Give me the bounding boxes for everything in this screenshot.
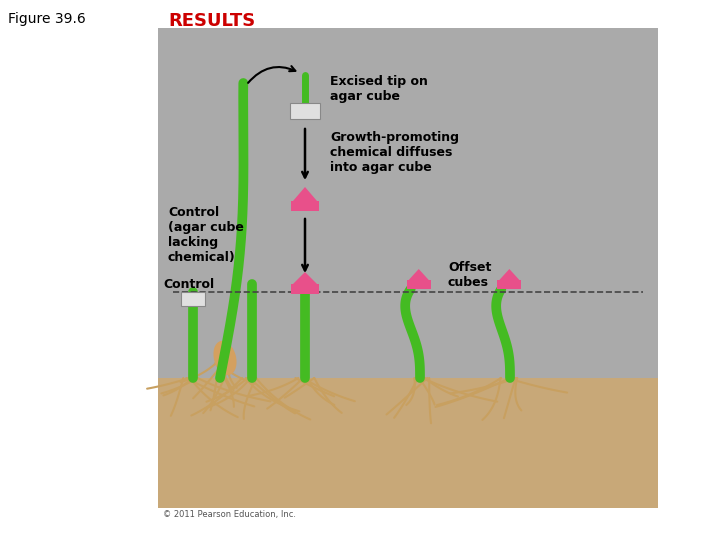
Text: Offset
cubes: Offset cubes xyxy=(448,261,491,289)
FancyBboxPatch shape xyxy=(291,201,319,211)
Ellipse shape xyxy=(213,341,237,375)
Text: Figure 39.6: Figure 39.6 xyxy=(8,12,86,26)
Polygon shape xyxy=(293,187,317,201)
Text: Excised tip on
agar cube: Excised tip on agar cube xyxy=(330,75,428,103)
Bar xyxy=(158,378,658,508)
FancyBboxPatch shape xyxy=(407,280,431,289)
Bar xyxy=(158,28,658,508)
FancyBboxPatch shape xyxy=(290,103,320,119)
Polygon shape xyxy=(500,269,519,280)
FancyBboxPatch shape xyxy=(291,284,319,294)
FancyBboxPatch shape xyxy=(181,292,205,306)
Text: Growth-promoting
chemical diffuses
into agar cube: Growth-promoting chemical diffuses into … xyxy=(330,131,459,174)
Text: Control
(agar cube
lacking
chemical): Control (agar cube lacking chemical) xyxy=(168,206,244,264)
Text: RESULTS: RESULTS xyxy=(168,12,256,30)
Text: Control: Control xyxy=(163,278,214,291)
Polygon shape xyxy=(409,269,428,280)
Text: © 2011 Pearson Education, Inc.: © 2011 Pearson Education, Inc. xyxy=(163,510,296,519)
Polygon shape xyxy=(293,272,317,284)
FancyBboxPatch shape xyxy=(498,280,521,289)
